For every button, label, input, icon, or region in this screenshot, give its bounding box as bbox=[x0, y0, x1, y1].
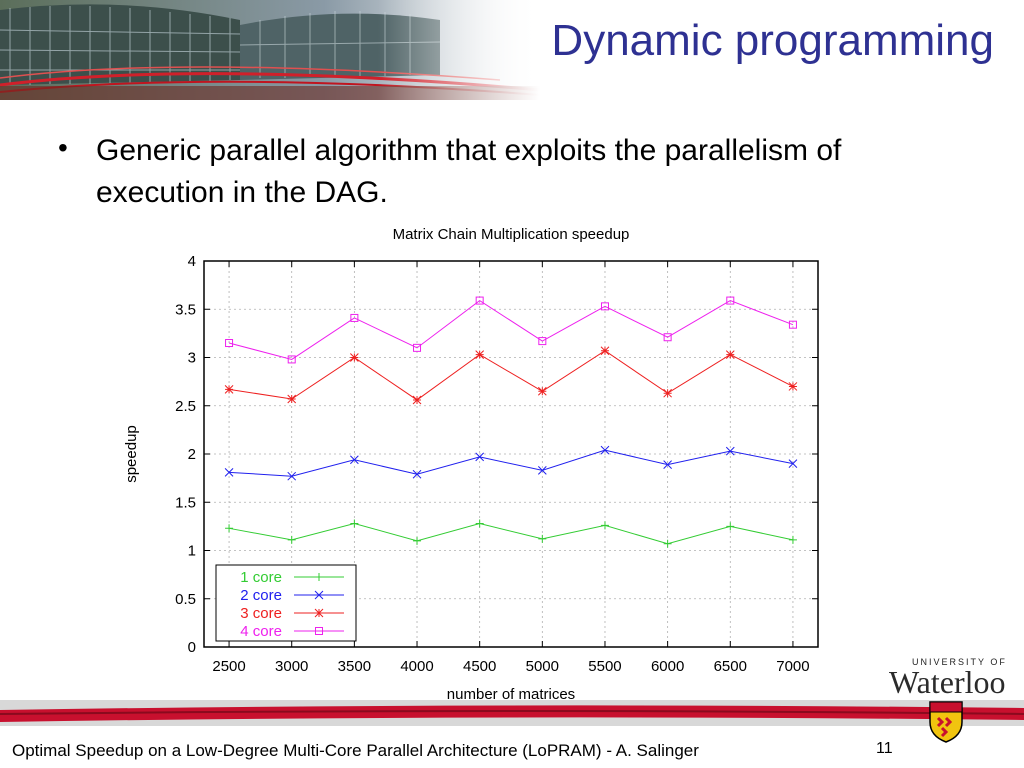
x-tick-label: 4500 bbox=[463, 658, 496, 675]
legend-marker bbox=[315, 573, 323, 581]
data-point bbox=[725, 446, 735, 456]
data-point bbox=[663, 460, 672, 469]
series-4 bbox=[225, 296, 797, 364]
bullet-text: Generic parallel algorithm that exploits… bbox=[96, 134, 842, 209]
data-point bbox=[726, 296, 735, 305]
data-point bbox=[413, 536, 422, 545]
data-point bbox=[350, 455, 359, 465]
x-tick-label: 6500 bbox=[714, 658, 747, 675]
data-point bbox=[287, 471, 297, 481]
legend-label: 3 core bbox=[240, 605, 282, 622]
data-point bbox=[600, 445, 610, 455]
data-point bbox=[788, 320, 797, 329]
legend-marker bbox=[315, 627, 323, 635]
data-point bbox=[600, 346, 610, 356]
y-tick-label: 3.5 bbox=[175, 301, 196, 318]
data-point bbox=[287, 394, 297, 404]
data-point bbox=[475, 296, 484, 305]
data-point bbox=[538, 534, 547, 543]
series-line bbox=[228, 350, 794, 401]
legend-label: 1 core bbox=[240, 569, 282, 586]
data-point bbox=[726, 522, 735, 531]
y-tick-label: 1 bbox=[188, 543, 196, 560]
data-point bbox=[600, 521, 609, 530]
x-axis-ticks: 2500 3000 3500 4000 4500 5000 5500 6000 6500 7000 bbox=[212, 261, 810, 675]
data-point bbox=[475, 452, 485, 462]
legend-marker bbox=[314, 590, 324, 600]
y-tick-label: 0.5 bbox=[175, 591, 196, 608]
data-point bbox=[287, 535, 296, 544]
data-point bbox=[225, 339, 234, 348]
y-tick-label: 2 bbox=[188, 446, 196, 463]
footer-text: Optimal Speedup on a Low-Degree Multi-Co… bbox=[12, 741, 699, 760]
x-tick-label: 5000 bbox=[526, 658, 559, 675]
legend-label: 2 core bbox=[240, 587, 282, 604]
header-banner-image bbox=[0, 0, 540, 100]
data-point bbox=[225, 524, 234, 533]
data-point bbox=[600, 302, 609, 311]
y-axis-label: speedup bbox=[123, 425, 140, 483]
y-tick-label: 1.5 bbox=[175, 494, 196, 511]
chart-title: Matrix Chain Multiplication speedup bbox=[393, 226, 630, 243]
legend-marker bbox=[314, 608, 324, 618]
data-point bbox=[475, 519, 484, 528]
x-tick-label: 4000 bbox=[400, 658, 433, 675]
data-point bbox=[537, 386, 547, 396]
y-tick-label: 4 bbox=[188, 253, 196, 270]
logo-waterloo-text: Waterloo bbox=[889, 664, 1006, 700]
data-point bbox=[475, 350, 485, 359]
chart-series bbox=[224, 296, 798, 548]
x-tick-label: 2500 bbox=[212, 658, 245, 675]
data-point bbox=[788, 459, 798, 469]
plot-frame bbox=[203, 260, 819, 648]
data-point bbox=[537, 466, 547, 475]
data-point bbox=[413, 343, 422, 352]
data-point bbox=[350, 353, 359, 362]
x-tick-label: 3000 bbox=[275, 658, 308, 675]
logo-university-text: UNIVERSITY OF bbox=[912, 657, 1007, 667]
legend-label: 4 core bbox=[240, 623, 282, 640]
data-point bbox=[663, 539, 672, 548]
x-tick-label: 3500 bbox=[338, 658, 371, 675]
legend-box bbox=[215, 564, 357, 642]
data-point bbox=[538, 337, 547, 346]
footer-bar bbox=[0, 700, 1024, 726]
series-line bbox=[229, 449, 794, 477]
y-tick-label: 2.5 bbox=[175, 398, 196, 415]
university-crest-icon bbox=[929, 701, 963, 743]
data-point bbox=[350, 313, 359, 322]
series-3 bbox=[224, 346, 798, 405]
x-tick-label: 6000 bbox=[651, 658, 684, 675]
speedup-chart: Matrix Chain Multiplication speedup 0 0.5… bbox=[123, 226, 819, 702]
data-point bbox=[788, 382, 798, 391]
y-tick-label: 3 bbox=[188, 350, 196, 367]
data-point bbox=[663, 388, 672, 398]
data-point bbox=[224, 384, 234, 394]
data-point bbox=[350, 519, 359, 528]
data-point bbox=[287, 355, 296, 364]
x-tick-label: 7000 bbox=[776, 658, 809, 675]
data-point bbox=[725, 350, 735, 359]
data-point bbox=[788, 535, 797, 544]
page-number: 11 bbox=[876, 740, 893, 757]
slide-title: Dynamic programming bbox=[551, 16, 994, 65]
series-2 bbox=[224, 445, 798, 481]
data-point bbox=[663, 333, 672, 342]
series-line bbox=[228, 299, 794, 360]
bullet-icon: • bbox=[58, 132, 68, 163]
y-axis-ticks: 0 0.5 1 1.5 2 2.5 3 3.5 4 bbox=[175, 253, 818, 656]
data-point bbox=[412, 395, 422, 405]
x-tick-label: 5500 bbox=[588, 658, 621, 675]
series-line bbox=[228, 522, 794, 545]
data-point bbox=[412, 469, 422, 479]
y-tick-label: 0 bbox=[188, 639, 196, 656]
data-point bbox=[224, 467, 234, 477]
x-axis-label: number of matrices bbox=[447, 686, 575, 702]
series-1 bbox=[225, 519, 797, 548]
